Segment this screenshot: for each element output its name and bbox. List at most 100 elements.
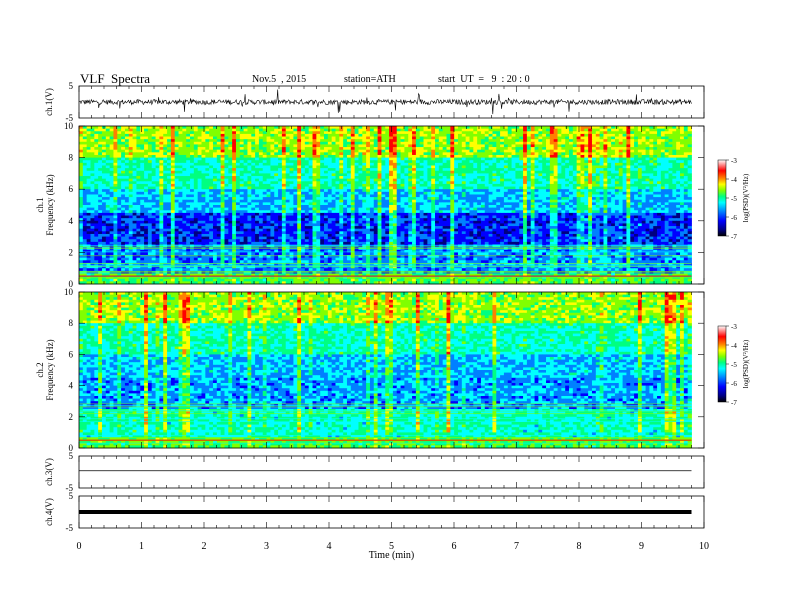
spectrogram-cell [358,137,362,140]
spectrogram-cell [466,158,470,161]
spectrogram-cell [175,147,179,150]
spectrogram-cell [355,131,359,134]
spectrogram-cell [573,155,577,158]
spectrogram-cell [136,158,140,161]
spectrogram-cell [324,179,328,182]
spectrogram-cell [221,134,225,137]
spectrogram-cell [121,155,125,158]
spectrogram-cell [293,134,297,137]
spectrogram-cell [301,134,305,137]
spectrogram-cell [102,139,106,142]
spectrogram-cell [136,129,140,132]
spectrogram-cell [401,168,405,171]
spectrogram-cell [500,139,504,142]
spectrogram-cell [412,139,416,142]
spectrogram-cell [603,171,607,174]
spectrogram-cell [309,142,313,145]
spectrogram-cell [523,134,527,137]
spectrogram-cell [481,144,485,147]
spectrogram-cell [439,160,443,163]
spectrogram-cell [362,137,366,140]
spectrogram-cell [366,131,370,134]
spectrogram-cell [156,142,160,145]
spectrogram-cell [194,126,198,129]
spectrogram-cell [619,160,623,163]
spectrogram-cell [443,147,447,150]
spectrogram-cell [577,155,581,158]
spectrogram-cell [113,168,117,171]
spectrogram-cell [596,179,600,182]
spectrogram-cell [554,163,558,166]
spectrogram-cell [171,147,175,150]
spectrogram-cell [550,158,554,161]
spectrogram-cell [542,150,546,153]
spectrogram-cell [492,171,496,174]
spectrogram-cell [649,137,653,140]
spectrogram-cell [94,163,98,166]
spectrogram-cell [535,173,539,176]
spectrogram-cell [447,150,451,153]
spectrogram-cell [190,163,194,166]
spectrogram-cell [244,160,248,163]
spectrogram-cell [489,126,493,129]
spectrogram-cell [355,173,359,176]
spectrogram-cell [136,139,140,142]
spectrogram-cell [584,166,588,169]
spectrogram-cell [531,152,535,155]
spectrogram-cell [313,155,317,158]
spectrogram-cell [213,163,217,166]
spectrogram-cell [221,144,225,147]
spectrogram-cell [282,166,286,169]
spectrogram-cell [194,147,198,150]
spectrogram-cell [431,168,435,171]
spectrogram-cell [335,126,339,129]
spectrogram-cell [397,179,401,182]
spectrogram-cell [538,173,542,176]
spectrogram-cell [182,142,186,145]
spectrogram-cell [267,144,271,147]
spectrogram-cell [106,168,110,171]
spectrogram-cell [320,137,324,140]
spectrogram-cell [688,176,692,179]
spectrogram-cell [684,168,688,171]
spectrogram-cell [144,150,148,153]
spectrogram-cell [454,171,458,174]
spectrogram-cell [665,134,669,137]
spectrogram-cell [642,144,646,147]
spectrogram-cell [83,147,87,150]
spectrogram-cell [274,179,278,182]
spectrogram-cell [194,152,198,155]
spectrogram-cell [339,142,343,145]
spectrogram-cell [661,176,665,179]
spectrogram-cell [171,137,175,140]
spectrogram-cell [523,131,527,134]
spectrogram-cell [531,158,535,161]
spectrogram-cell [389,137,393,140]
spectrogram-cell [592,155,596,158]
spectrogram-cell [458,160,462,163]
spectrogram-cell [684,166,688,169]
spectrogram-cell [477,179,481,182]
spectrogram-cell [110,163,114,166]
spectrogram-cell [481,131,485,134]
spectrogram-cell [351,134,355,137]
spectrogram-cell [270,142,274,145]
spectrogram-cell [385,147,389,150]
spectrogram-cell [611,168,615,171]
spectrogram-cell [424,176,428,179]
spectrogram-cell [328,126,332,129]
spectrogram-cell [286,126,290,129]
spectrogram-cell [374,150,378,153]
spectrogram-cell [450,144,454,147]
spectrogram-cell [561,137,565,140]
spectrogram-cell [630,163,634,166]
spectrogram-cell [669,176,673,179]
spectrogram-cell [113,160,117,163]
spectrogram-cell [515,163,519,166]
spectrogram-cell [447,155,451,158]
spectrogram-cell [117,158,121,161]
spectrogram-cell [182,160,186,163]
spectrogram-cell [558,134,562,137]
spectrogram-cell [477,152,481,155]
spectrogram-cell [454,152,458,155]
